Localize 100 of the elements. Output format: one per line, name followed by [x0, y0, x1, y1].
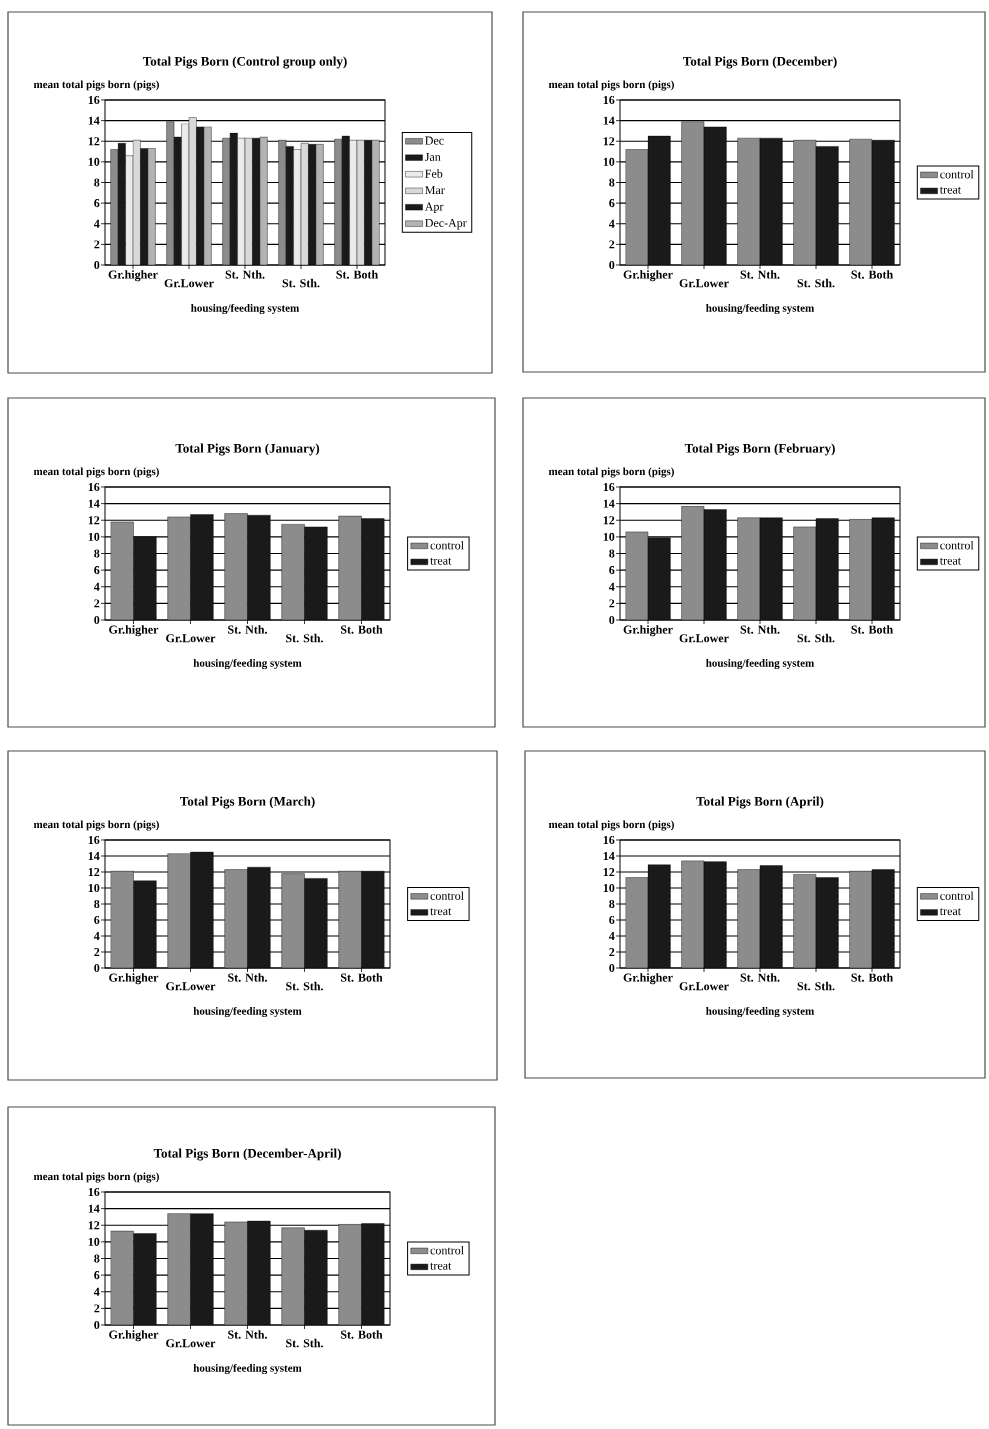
y-tick-label: 14 — [88, 116, 100, 125]
legend-label: treat — [939, 186, 962, 194]
bar — [793, 140, 817, 265]
y-tick-label: 2 — [609, 948, 615, 956]
y-tick-label: 16 — [603, 835, 615, 845]
y-tick-label: 16 — [603, 95, 615, 105]
x-tick-label: Gr.higher — [108, 270, 158, 282]
x-tick-label: Gr.Lower — [679, 982, 729, 991]
x-tick-label: Gr.higher — [623, 973, 673, 985]
x-tick-label: St. Both — [851, 270, 893, 279]
x-tick-label: St. Both — [851, 973, 893, 982]
y-tick-label: 14 — [88, 852, 100, 860]
y-tick-label: 16 — [88, 1187, 100, 1197]
y-tick-label: 0 — [609, 615, 615, 625]
y-tick-label: 0 — [94, 260, 100, 270]
bar — [190, 1213, 214, 1325]
y-tick-label: 10 — [88, 883, 100, 893]
y-tick-label: 8 — [609, 899, 615, 909]
legend-label: control — [430, 540, 464, 550]
x-tick-label: St. Nth. — [228, 625, 267, 634]
x-tick-label: St. Sth. — [797, 278, 835, 288]
y-tick-label: 6 — [609, 199, 615, 208]
x-tick-label: St. Sth. — [286, 981, 323, 991]
y-tick-label: 2 — [94, 948, 100, 956]
x-tick-label: St. Nth. — [740, 625, 780, 634]
x-tick-label: St. Nth. — [225, 270, 265, 279]
bar — [361, 1223, 385, 1325]
bar — [361, 518, 385, 620]
legend-label: treat — [939, 908, 962, 916]
y-tick-label: 4 — [93, 932, 100, 940]
y-tick-label: 6 — [94, 199, 100, 208]
x-axis-title: housing/feeding system — [706, 1006, 815, 1018]
y-tick-label: 6 — [609, 915, 615, 925]
y-tick-label: 4 — [93, 582, 100, 591]
bar — [304, 878, 328, 968]
bar — [133, 1233, 157, 1325]
y-tick-label: 4 — [93, 1287, 100, 1296]
x-axis-title: housing/feeding system — [193, 1363, 302, 1375]
y-tick-label: 0 — [94, 1320, 100, 1330]
y-tick-label: 14 — [88, 499, 100, 508]
y-tick-label: 6 — [94, 566, 100, 575]
legend-label: Dec — [425, 136, 444, 145]
x-tick-label: St. Both — [340, 973, 383, 982]
y-tick-label: 8 — [94, 899, 100, 909]
y-axis-title: mean total pigs born (pigs) — [33, 1172, 159, 1183]
x-tick-label: St. Both — [851, 625, 893, 634]
x-tick-label: Gr.higher — [623, 270, 673, 282]
x-tick-label: St. Nth. — [228, 973, 267, 982]
y-tick-label: 10 — [88, 532, 100, 541]
y-axis-title: mean total pigs born (pigs) — [548, 820, 674, 831]
y-tick-label: 2 — [94, 1304, 100, 1313]
chart-title: Total Pigs Born (April) — [696, 796, 824, 809]
bar — [361, 870, 385, 968]
y-tick-label: 10 — [88, 1237, 100, 1246]
bar — [247, 866, 271, 968]
y-tick-label: 14 — [603, 116, 615, 125]
x-axis-title: housing/feeding system — [193, 1006, 302, 1018]
bar — [190, 514, 214, 620]
y-tick-label: 14 — [603, 499, 615, 508]
x-axis-title: housing/feeding system — [191, 303, 300, 315]
legend-label: Dec-Apr — [425, 218, 467, 230]
y-tick-label: 10 — [603, 157, 615, 166]
y-tick-label: 10 — [603, 532, 615, 541]
x-tick-label: Gr.higher — [109, 625, 159, 637]
legend-label: control — [940, 169, 974, 179]
y-tick-label: 2 — [94, 240, 100, 249]
y-tick-label: 6 — [94, 1271, 100, 1280]
x-tick-label: St. Sth. — [797, 981, 835, 991]
bar — [133, 536, 157, 620]
legend-label: treat — [430, 908, 452, 916]
x-tick-label: Gr.Lower — [166, 982, 216, 991]
legend-label: Mar — [425, 186, 445, 195]
bar — [133, 880, 157, 968]
y-axis-title: mean total pigs born (pigs) — [33, 80, 159, 91]
x-axis-title: housing/feeding system — [706, 658, 815, 670]
x-tick-label: St. Both — [336, 270, 378, 279]
chart-title: Total Pigs Born (March) — [180, 796, 315, 809]
y-tick-label: 4 — [93, 219, 100, 228]
y-tick-label: 8 — [94, 549, 100, 558]
bar — [224, 1221, 248, 1325]
bar — [849, 138, 873, 265]
y-tick-label: 12 — [603, 868, 615, 876]
y-tick-label: 8 — [94, 178, 100, 187]
y-tick-label: 10 — [88, 157, 100, 166]
bar — [681, 121, 705, 265]
bar — [167, 1213, 191, 1325]
x-tick-label: St. Sth. — [286, 1338, 323, 1348]
x-tick-label: Gr.Lower — [166, 1339, 216, 1348]
chart-title: Total Pigs Born (December-April) — [153, 1148, 341, 1161]
legend-label: control — [430, 891, 464, 900]
chart-title: Total Pigs Born (December) — [683, 56, 837, 69]
legend-label: Apr — [424, 202, 444, 213]
y-tick-label: 12 — [88, 1221, 100, 1230]
bar — [304, 1230, 328, 1325]
y-tick-label: 16 — [88, 95, 100, 105]
bar — [737, 137, 761, 265]
bar — [110, 1231, 134, 1325]
y-tick-label: 6 — [609, 566, 615, 575]
y-tick-label: 16 — [88, 835, 100, 845]
legend-label: Jan — [425, 152, 441, 161]
